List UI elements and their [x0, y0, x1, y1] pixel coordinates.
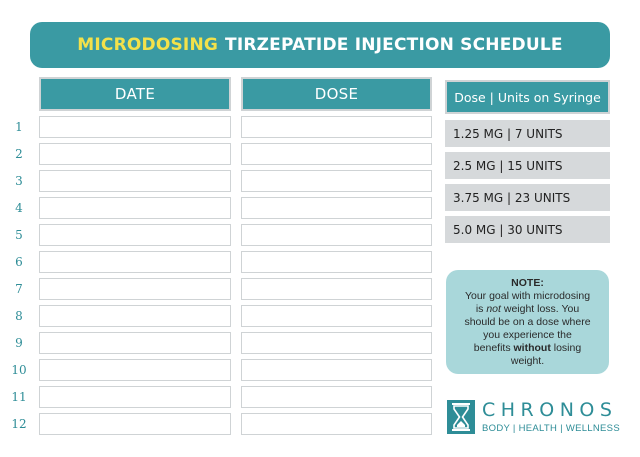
- note-line: is not weight loss. You: [446, 303, 609, 316]
- note-text: weight loss. You: [500, 303, 580, 315]
- brand-tagline: BODY | HEALTH | WELLNESS: [482, 423, 620, 434]
- row-number: 4: [15, 201, 23, 215]
- dose-cell[interactable]: [241, 116, 432, 138]
- note-line: weight.: [510, 355, 545, 367]
- note-text: is: [475, 303, 487, 315]
- row-number: 2: [15, 147, 23, 161]
- page-title: TIRZEPATIDE INJECTION SCHEDULE: [225, 35, 563, 55]
- note-strong: without: [513, 342, 551, 354]
- date-cell[interactable]: [39, 197, 231, 219]
- row-number: 7: [15, 282, 23, 296]
- brand-name: CHRONOS: [482, 399, 618, 421]
- date-cell[interactable]: [39, 359, 231, 381]
- row-number: 3: [15, 174, 23, 188]
- date-cell[interactable]: [39, 251, 231, 273]
- row-number: 8: [15, 309, 23, 323]
- note-line: you experience the: [483, 329, 572, 341]
- dose-cell[interactable]: [241, 413, 432, 435]
- dose-cell[interactable]: [241, 305, 432, 327]
- row-number: 1: [15, 120, 23, 134]
- dose-column-header: DOSE: [241, 77, 432, 111]
- note-box: NOTE: Your goal with microdosing is not …: [446, 270, 609, 374]
- unit-row: 2.5 MG | 15 UNITS: [445, 152, 610, 179]
- dose-cell[interactable]: [241, 251, 432, 273]
- row-number: 9: [15, 336, 23, 350]
- row-number: 11: [11, 390, 27, 404]
- unit-row: 1.25 MG | 7 UNITS: [445, 120, 610, 147]
- note-title: NOTE:: [511, 277, 544, 289]
- date-cell[interactable]: [39, 116, 231, 138]
- date-cell[interactable]: [39, 278, 231, 300]
- dose-cell[interactable]: [241, 143, 432, 165]
- hourglass-icon: [447, 400, 475, 434]
- row-number: 6: [15, 255, 23, 269]
- dose-cell[interactable]: [241, 170, 432, 192]
- title-highlight: MICRODOSING: [77, 35, 219, 55]
- date-cell[interactable]: [39, 143, 231, 165]
- note-line: Your goal with microdosing: [464, 290, 591, 302]
- date-cell[interactable]: [39, 305, 231, 327]
- note-text: losing: [550, 342, 582, 354]
- row-number: 12: [11, 417, 27, 431]
- date-cell[interactable]: [39, 170, 231, 192]
- dose-cell[interactable]: [241, 332, 432, 354]
- note-line: should be on a dose where: [464, 316, 591, 328]
- dose-cell[interactable]: [241, 197, 432, 219]
- units-table-header: Dose | Units on Syringe: [445, 80, 610, 114]
- date-cell[interactable]: [39, 386, 231, 408]
- dose-cell[interactable]: [241, 278, 432, 300]
- date-column-header: DATE: [39, 77, 231, 111]
- unit-row: 5.0 MG | 30 UNITS: [445, 216, 610, 243]
- dose-cell[interactable]: [241, 359, 432, 381]
- dose-cell[interactable]: [241, 224, 432, 246]
- note-line: benefits without losing: [446, 342, 609, 355]
- row-number: 10: [11, 363, 27, 377]
- date-cell[interactable]: [39, 332, 231, 354]
- note-text: benefits: [473, 342, 514, 354]
- unit-row: 3.75 MG | 23 UNITS: [445, 184, 610, 211]
- dose-cell[interactable]: [241, 386, 432, 408]
- date-cell[interactable]: [39, 413, 231, 435]
- row-number: 5: [15, 228, 23, 242]
- date-cell[interactable]: [39, 224, 231, 246]
- note-emphasis: not: [486, 303, 501, 315]
- title-banner: MICRODOSING TIRZEPATIDE INJECTION SCHEDU…: [30, 22, 610, 68]
